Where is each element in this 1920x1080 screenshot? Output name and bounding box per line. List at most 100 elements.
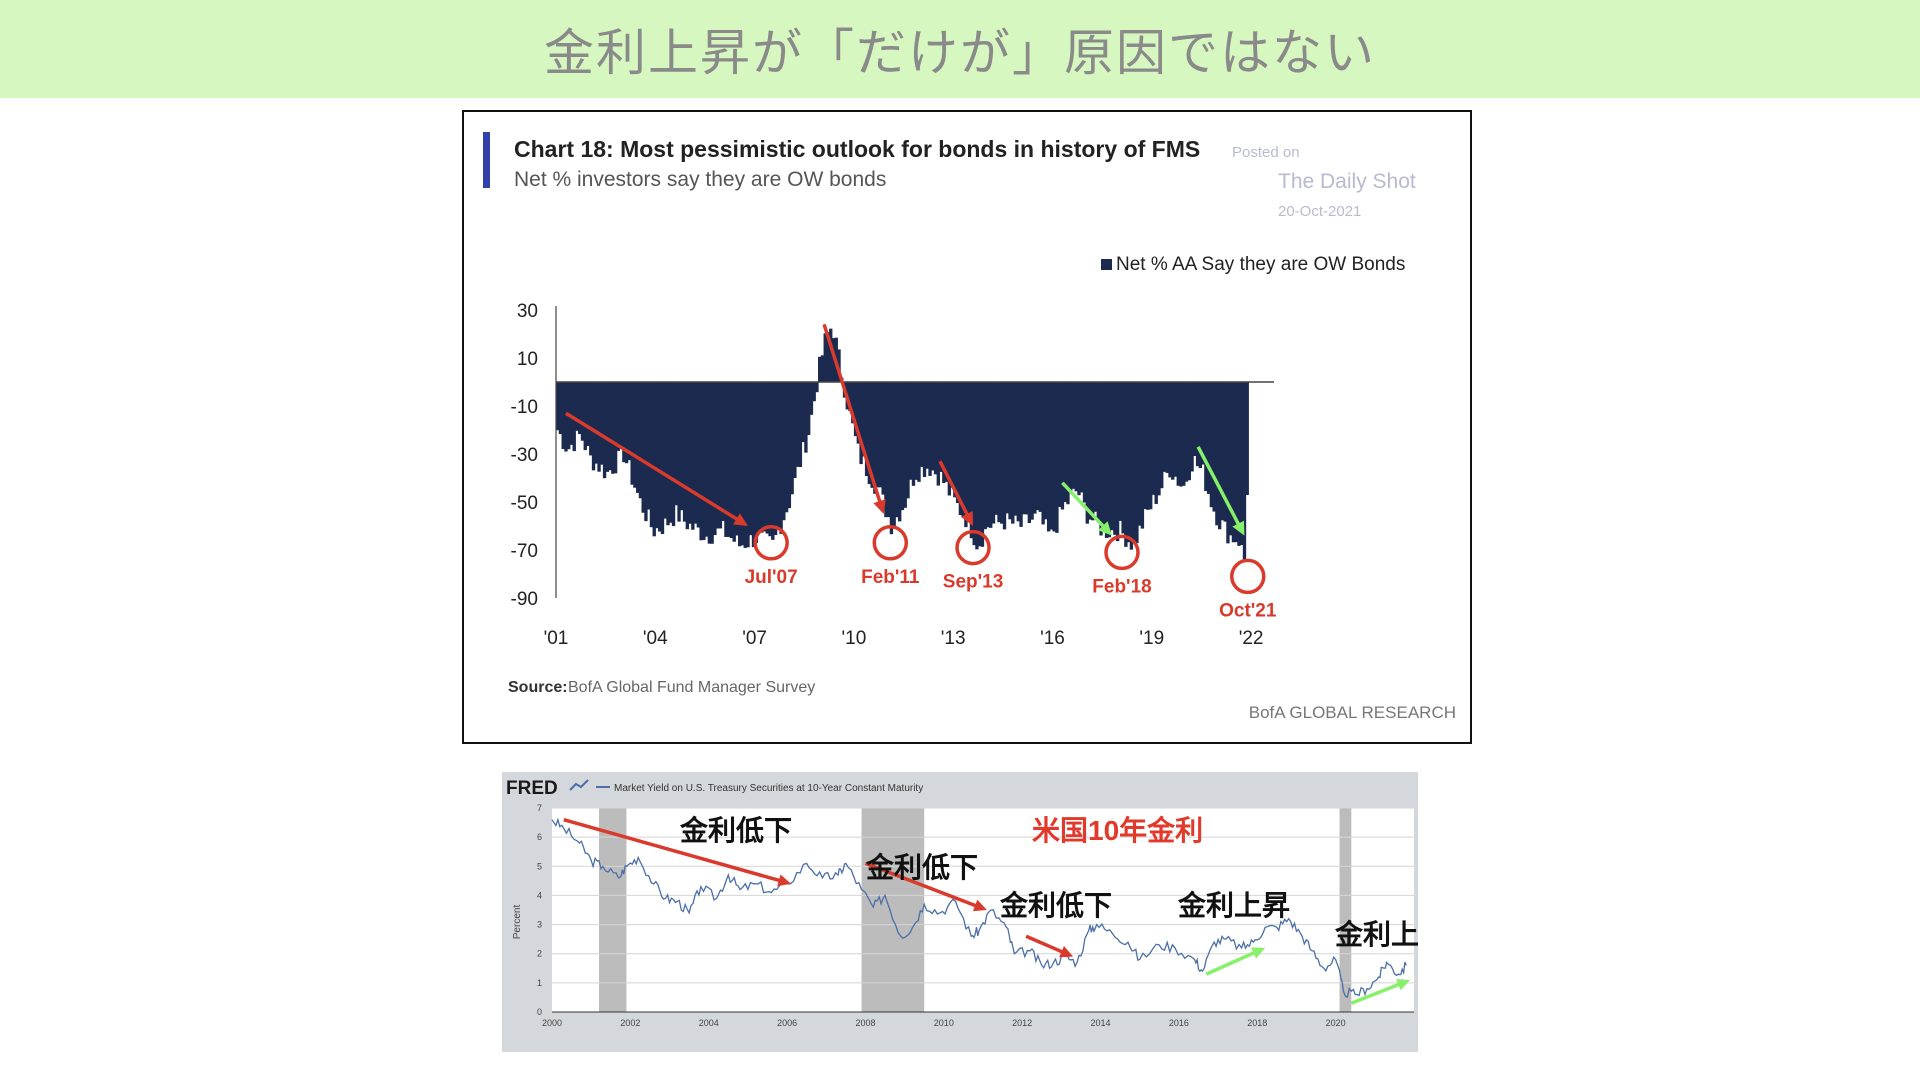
bar [1035,382,1040,511]
recession-band [599,808,627,1012]
bar [608,382,612,471]
slide-title: 金利上昇が「だけが」原因ではない [544,24,1376,82]
fred-logo: FRED [506,778,558,799]
line-group [551,817,1407,999]
arrow-head [1251,947,1266,959]
bar [746,382,750,548]
bar [864,382,869,477]
bar [917,382,921,482]
bar [594,382,598,464]
bar [1002,382,1007,530]
bar [851,382,855,424]
bar [1052,382,1056,532]
bar [782,382,786,521]
bar [972,382,976,546]
bar [966,382,971,515]
fred-chart-svg: FRED Market Yield on U.S. Treasury Secur… [506,778,1447,1028]
bar [682,382,687,522]
bar [1137,382,1142,526]
bar [928,382,932,476]
legend-swatch [1101,259,1112,270]
arrow-line [1205,949,1259,976]
x-tick-label: 2004 [699,1018,719,1028]
bar [1049,382,1054,530]
x-tick-label: 2018 [1247,1018,1267,1028]
bar [1229,382,1233,536]
bar [660,382,665,535]
y-tick-label: 4 [537,890,542,900]
bar [1121,382,1125,534]
bar [602,382,607,479]
bar [975,382,979,550]
arrow-line [864,861,981,909]
bar [751,382,756,548]
arrow-head [777,874,792,887]
bar [1176,382,1180,486]
y-tick-label: 2 [537,949,542,959]
y-tick-label: -30 [511,445,538,466]
bar [969,382,974,539]
bar [994,382,998,515]
bar [575,382,579,431]
x-tick-label: '19 [1139,628,1164,649]
bar [1242,382,1247,563]
bar [953,382,957,498]
bar [776,382,781,530]
bar [881,382,885,495]
bar [1099,382,1103,536]
arrow-line [822,323,883,507]
bar [942,382,946,484]
bar [727,382,731,537]
bar [884,382,888,518]
bar [784,382,789,513]
bar [1237,382,1241,546]
bar [1077,382,1081,496]
source-text: BofA Global Fund Manager Survey [568,679,815,696]
bar [1096,382,1100,522]
bar [1201,382,1205,465]
bar [1024,382,1029,515]
bar [1195,382,1200,467]
arrow-line [1025,934,1067,956]
bar [1206,382,1211,494]
bar [1198,382,1203,469]
bar [947,382,952,496]
arrow-line [565,411,743,524]
bar [1149,382,1153,510]
bar [950,382,954,488]
bar [710,382,714,544]
bar [693,382,698,524]
highlight-label: Sep'13 [943,572,1004,593]
bar [787,382,792,509]
watermark-date: 20-Oct-2021 [1278,203,1361,220]
bar [936,382,940,486]
bar [1157,382,1161,496]
y-tick-label: 0 [537,1007,542,1017]
bar [820,355,825,382]
bar [558,382,563,435]
bar [691,382,695,530]
x-tick-label: 2000 [542,1018,562,1028]
bar [1209,382,1214,508]
bar [666,382,670,526]
bar [986,382,990,528]
arrow-head [961,511,974,526]
bar [961,382,965,518]
bar [1165,382,1169,473]
y-tick-label: 1 [537,978,542,988]
bar [1019,382,1023,527]
x-tick-label: 2006 [777,1018,797,1028]
bar [1179,382,1183,487]
x-tick-label: '07 [742,628,767,649]
bar [677,382,681,522]
series-title: Market Yield on U.S. Treasury Securities… [614,783,923,794]
y-tick-label: -10 [511,397,538,418]
x-tick-label: '22 [1239,628,1264,649]
annotation-rate-down-1: 金利低下 [679,814,792,846]
bar [561,382,565,449]
bar [903,382,907,508]
bar [1005,382,1009,514]
annotation-rate-down-2: 金利低下 [865,851,978,883]
bar [829,328,833,382]
bar [1016,382,1020,522]
